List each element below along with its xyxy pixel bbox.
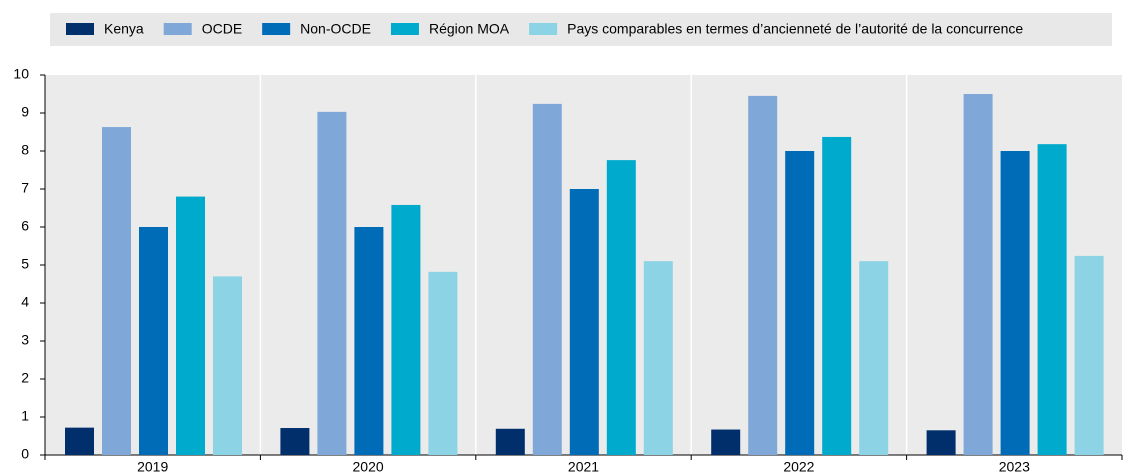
bar — [711, 429, 741, 455]
y-tick-label: 1 — [21, 408, 29, 424]
y-tick-label: 2 — [21, 370, 29, 386]
legend-label: OCDE — [202, 21, 242, 37]
y-tick-label: 4 — [21, 294, 29, 310]
bar — [139, 227, 168, 455]
bar — [65, 427, 94, 455]
y-tick-label: 5 — [21, 256, 29, 272]
bar — [1074, 255, 1104, 455]
bar — [1037, 144, 1067, 455]
y-tick-label: 3 — [21, 332, 29, 348]
bar — [926, 430, 956, 455]
bar — [495, 428, 525, 455]
legend-label: Pays comparables en termes d’ancienneté … — [567, 21, 1023, 37]
y-tick-label: 10 — [13, 66, 29, 82]
bar — [176, 196, 205, 455]
bar — [748, 95, 778, 456]
bar — [213, 276, 242, 455]
y-tick-label: 6 — [21, 218, 29, 234]
bar — [354, 227, 384, 455]
y-tick-label: 8 — [21, 142, 29, 158]
x-tick-label: 2020 — [353, 459, 384, 475]
bar — [822, 136, 852, 455]
bar — [569, 189, 599, 455]
legend-box — [50, 13, 1112, 46]
legend-swatch — [262, 23, 291, 35]
legend-swatch — [529, 23, 558, 35]
bar — [859, 261, 889, 455]
legend-swatch — [66, 23, 94, 35]
x-tick-label: 2023 — [999, 459, 1030, 475]
x-tick-label: 2019 — [137, 459, 168, 475]
bar — [963, 94, 993, 455]
legend-label: Région MOA — [429, 21, 510, 37]
x-tick-label: 2021 — [568, 459, 599, 475]
bar — [280, 428, 310, 455]
legend-swatch — [163, 23, 192, 35]
bar — [643, 261, 673, 455]
bar — [532, 103, 562, 455]
legend-swatch — [390, 23, 419, 35]
bar — [391, 204, 421, 455]
x-tick-label: 2022 — [783, 459, 814, 475]
y-tick-label: 7 — [21, 180, 29, 196]
bar — [317, 111, 347, 456]
bar — [428, 271, 458, 455]
y-tick-label: 9 — [21, 104, 29, 120]
y-tick-label: 0 — [21, 446, 29, 462]
legend-label: Non-OCDE — [300, 21, 371, 37]
bar — [102, 127, 131, 455]
bar — [606, 160, 636, 455]
legend-label: Kenya — [104, 21, 144, 37]
bar — [785, 151, 815, 455]
bar — [1000, 151, 1030, 455]
